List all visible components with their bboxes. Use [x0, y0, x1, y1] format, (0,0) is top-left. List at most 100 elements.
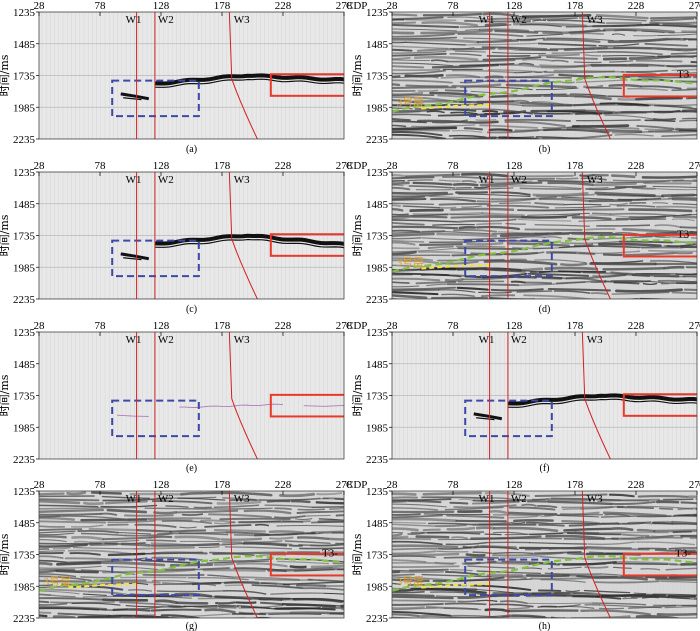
reflector	[673, 64, 697, 68]
reflector	[402, 205, 441, 209]
reflector-band	[507, 393, 697, 406]
reflector	[672, 215, 697, 219]
x-tick-label: 278	[336, 0, 353, 12]
reflector	[488, 128, 513, 132]
x-tick-label: 78	[95, 320, 107, 332]
y-tick-label: 1985	[366, 102, 389, 114]
reflector	[686, 87, 697, 90]
reflector	[563, 527, 611, 532]
y-tick-label: 1485	[366, 518, 389, 530]
reflector	[392, 237, 422, 240]
reflector	[39, 597, 104, 601]
reflector	[508, 576, 527, 580]
reflector	[666, 597, 697, 600]
y-tick-label: 1235	[366, 486, 389, 498]
horizon-t3-label: T3	[677, 228, 690, 240]
reflector	[647, 249, 697, 253]
well-lines	[489, 12, 611, 139]
reflector	[254, 523, 270, 527]
x-tick-label: 78	[95, 0, 107, 12]
reflector	[609, 60, 634, 63]
reflector	[682, 274, 697, 278]
reflector	[392, 69, 446, 75]
reflector	[392, 229, 421, 233]
reflector	[407, 532, 425, 535]
reflector	[435, 524, 467, 528]
reflector	[149, 535, 173, 539]
reflector	[504, 118, 571, 122]
reflector	[392, 281, 410, 284]
reflector	[473, 185, 490, 189]
reflector	[299, 547, 344, 550]
reflector	[331, 531, 344, 534]
x-tick-label: 128	[506, 320, 523, 332]
reflector	[392, 503, 447, 508]
reflector	[392, 221, 425, 226]
reflector	[517, 48, 559, 52]
reflector	[682, 144, 700, 145]
reflector	[649, 260, 697, 264]
reflector	[392, 195, 426, 200]
reflector	[591, 575, 644, 580]
x-tick-label: 28	[34, 479, 46, 491]
reflector	[444, 89, 468, 92]
reflector	[39, 499, 81, 505]
reflector	[445, 541, 488, 546]
reflector	[539, 555, 580, 560]
reflector	[392, 48, 413, 52]
reflector	[447, 16, 486, 20]
reflector	[565, 589, 580, 593]
reflector	[610, 271, 634, 275]
reflector	[635, 541, 696, 546]
reflector	[297, 508, 326, 511]
reflector	[39, 569, 57, 574]
well-lines	[489, 491, 611, 618]
reflector	[660, 280, 697, 285]
y-tick-label: 2235	[13, 454, 36, 466]
layer-3-highlight	[68, 582, 137, 589]
reflector	[213, 521, 236, 525]
reflector	[534, 224, 591, 227]
reflector	[584, 547, 650, 551]
reflector	[652, 623, 691, 625]
reflector	[657, 143, 700, 145]
reflector	[150, 608, 202, 612]
reflector	[476, 222, 503, 226]
reflector	[561, 505, 624, 509]
reflector	[660, 71, 697, 75]
reflector	[499, 63, 541, 68]
reflector	[540, 63, 592, 69]
horizon-t3-line	[39, 555, 344, 592]
reflector	[573, 147, 614, 149]
reflector	[556, 514, 600, 518]
reflector	[165, 505, 189, 508]
x-tick-label: 278	[336, 160, 353, 172]
reflector	[39, 543, 88, 548]
reflector	[452, 182, 479, 187]
reflector	[584, 54, 601, 57]
reflector	[392, 193, 454, 198]
x-tick-label: 28	[34, 320, 46, 332]
y-tick-label: 1985	[366, 422, 389, 434]
panel-caption: (c)	[186, 304, 197, 315]
reflector	[392, 241, 416, 246]
reflector	[290, 499, 311, 504]
reflector	[551, 51, 599, 54]
well-label-w2: W2	[511, 493, 527, 505]
reflector	[421, 237, 464, 241]
reflector	[652, 118, 677, 121]
reflector	[193, 605, 218, 609]
reflector	[322, 627, 390, 630]
reflector	[176, 601, 209, 605]
reflector	[222, 541, 245, 546]
reflector	[654, 188, 697, 191]
reflector	[656, 33, 697, 36]
reflector	[693, 243, 697, 246]
reflector	[595, 14, 649, 20]
seismic-reflectors	[392, 12, 700, 149]
reflector	[392, 13, 418, 17]
reflector	[534, 493, 608, 497]
reflector	[282, 581, 344, 586]
